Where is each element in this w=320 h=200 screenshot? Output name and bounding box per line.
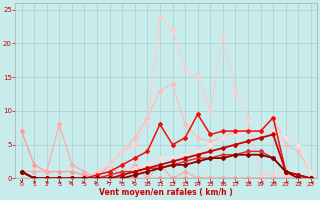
X-axis label: Vent moyen/en rafales ( km/h ): Vent moyen/en rafales ( km/h ) xyxy=(100,188,233,197)
